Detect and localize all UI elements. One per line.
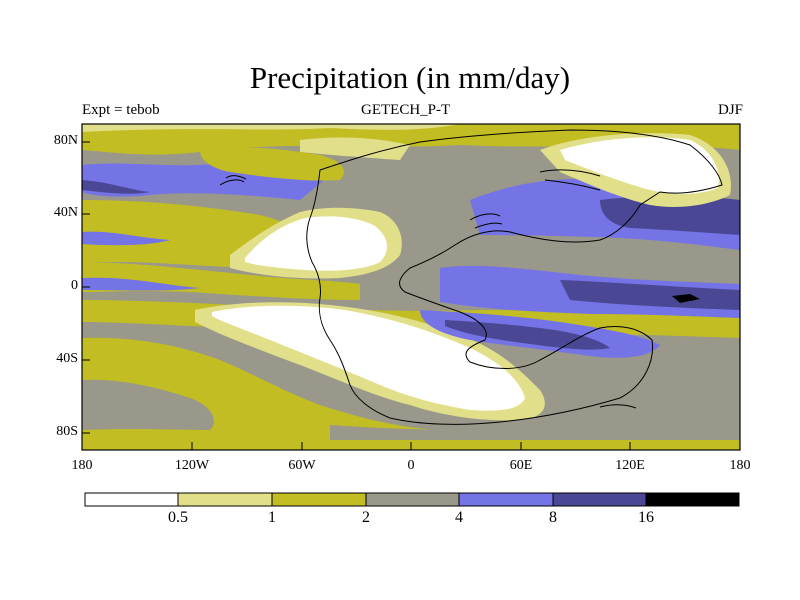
tethys-islands <box>539 169 601 191</box>
dataset-label: GETECH_P-T <box>361 102 451 118</box>
colorbar <box>84 492 740 507</box>
colorbar-bin-2 <box>177 492 273 507</box>
lon-label-120e: 120E <box>615 458 645 473</box>
southern-island <box>599 404 637 409</box>
lat-label-40s: 40S <box>56 351 78 366</box>
lon-label-120w: 120W <box>174 458 210 473</box>
colorbar-label-4: 4 <box>455 509 463 526</box>
island-chain <box>469 213 503 229</box>
axis-ticks <box>81 141 741 450</box>
colorbar-label-16: 16 <box>638 509 654 526</box>
lon-label-60w: 60W <box>288 458 316 473</box>
colorbar-bin-7 <box>645 492 740 507</box>
lon-label-180w: 180 <box>71 458 93 473</box>
colorbar-label-0-5: 0.5 <box>168 509 188 526</box>
colorbar-bin-6 <box>552 492 647 507</box>
lon-label-0: 0 <box>407 458 415 473</box>
lat-label-80n: 80N <box>53 133 78 148</box>
lat-label-80s: 80S <box>56 424 78 439</box>
colorbar-bin-5 <box>458 492 554 507</box>
colorbar-bin-1 <box>84 492 179 507</box>
season-label: DJF <box>717 102 743 118</box>
lon-label-180e: 180 <box>729 458 751 473</box>
precipitation-field <box>82 124 740 450</box>
map-title: Precipitation (in mm/day) <box>249 60 571 95</box>
colorbar-bin-3 <box>271 492 367 507</box>
lat-label-40n: 40N <box>53 205 78 220</box>
coastline <box>219 129 723 425</box>
lat-label-0: 0 <box>71 278 78 293</box>
colorbar-label-1: 1 <box>268 509 276 526</box>
island-arc <box>219 175 247 186</box>
lon-label-60e: 60E <box>509 458 533 473</box>
experiment-label: Expt = tebob <box>82 102 160 118</box>
pangea-outline <box>306 129 723 425</box>
colorbar-bin-4 <box>365 492 460 507</box>
colorbar-label-8: 8 <box>549 509 557 526</box>
colorbar-label-2: 2 <box>362 509 370 526</box>
